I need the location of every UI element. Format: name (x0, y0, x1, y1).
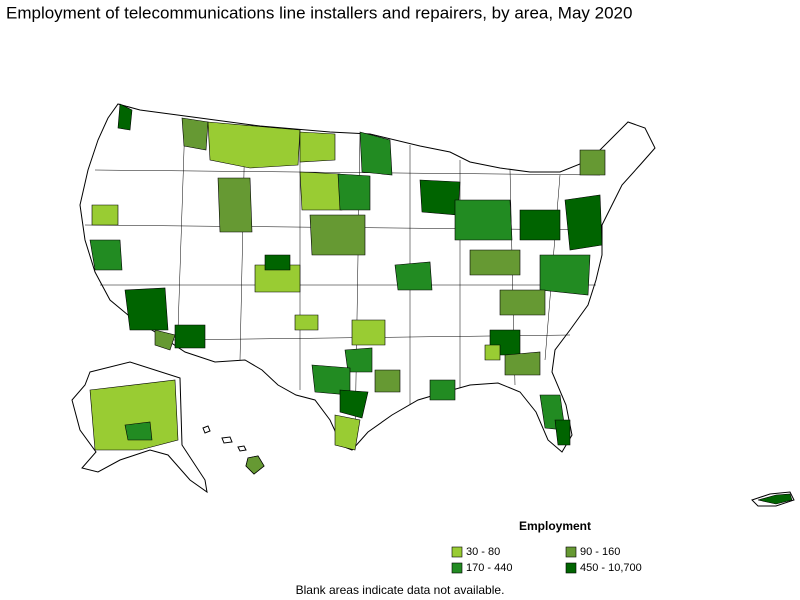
map-area (419, 179, 461, 216)
map-area (757, 493, 793, 505)
footnote: Blank areas indicate data not available. (296, 583, 505, 597)
legend-swatch (565, 546, 577, 558)
map-area (117, 103, 133, 131)
map-area (154, 329, 176, 351)
map-area (299, 131, 336, 163)
legend-label: 450 - 10,700 (580, 562, 642, 574)
map-area (124, 421, 153, 441)
map-area (484, 344, 501, 361)
map (71, 103, 795, 507)
map-area (359, 131, 393, 176)
map-area (217, 177, 253, 233)
map-area (124, 287, 169, 331)
map-area (334, 414, 361, 451)
map-area (337, 173, 371, 211)
map-area (207, 121, 301, 169)
map-area (469, 249, 521, 276)
legend-label: 30 - 80 (466, 546, 500, 558)
map-area (519, 209, 561, 241)
map-area (564, 194, 603, 251)
map-area (504, 351, 541, 376)
map-area (309, 214, 366, 256)
legend-label: 170 - 440 (466, 562, 512, 574)
map-area (539, 254, 591, 296)
map-area (294, 314, 319, 331)
map-area (344, 347, 373, 373)
map-area (299, 171, 343, 211)
map-area (394, 261, 433, 291)
map-area (174, 324, 206, 349)
map-area (245, 455, 265, 475)
map-area (374, 369, 401, 393)
legend-swatch (565, 562, 577, 574)
map-area (89, 239, 123, 271)
legend-swatch (451, 546, 463, 558)
map-area (429, 379, 456, 401)
map-area (339, 389, 369, 419)
legend-swatch (451, 562, 463, 574)
map-area (181, 117, 209, 151)
map-area (499, 289, 546, 316)
legend-label: 90 - 160 (580, 546, 620, 558)
map-area (554, 419, 571, 446)
map-area (454, 199, 513, 241)
legend: Employment 30 - 80 90 - 160 170 - 440 450 -… (451, 519, 642, 574)
map-area (579, 149, 606, 176)
map-area (351, 319, 386, 346)
legend-title: Employment (519, 519, 591, 533)
map-area (91, 204, 119, 226)
map-area (89, 379, 179, 451)
map-title: Employment of telecommunications line in… (6, 3, 632, 22)
map-area (264, 254, 291, 271)
